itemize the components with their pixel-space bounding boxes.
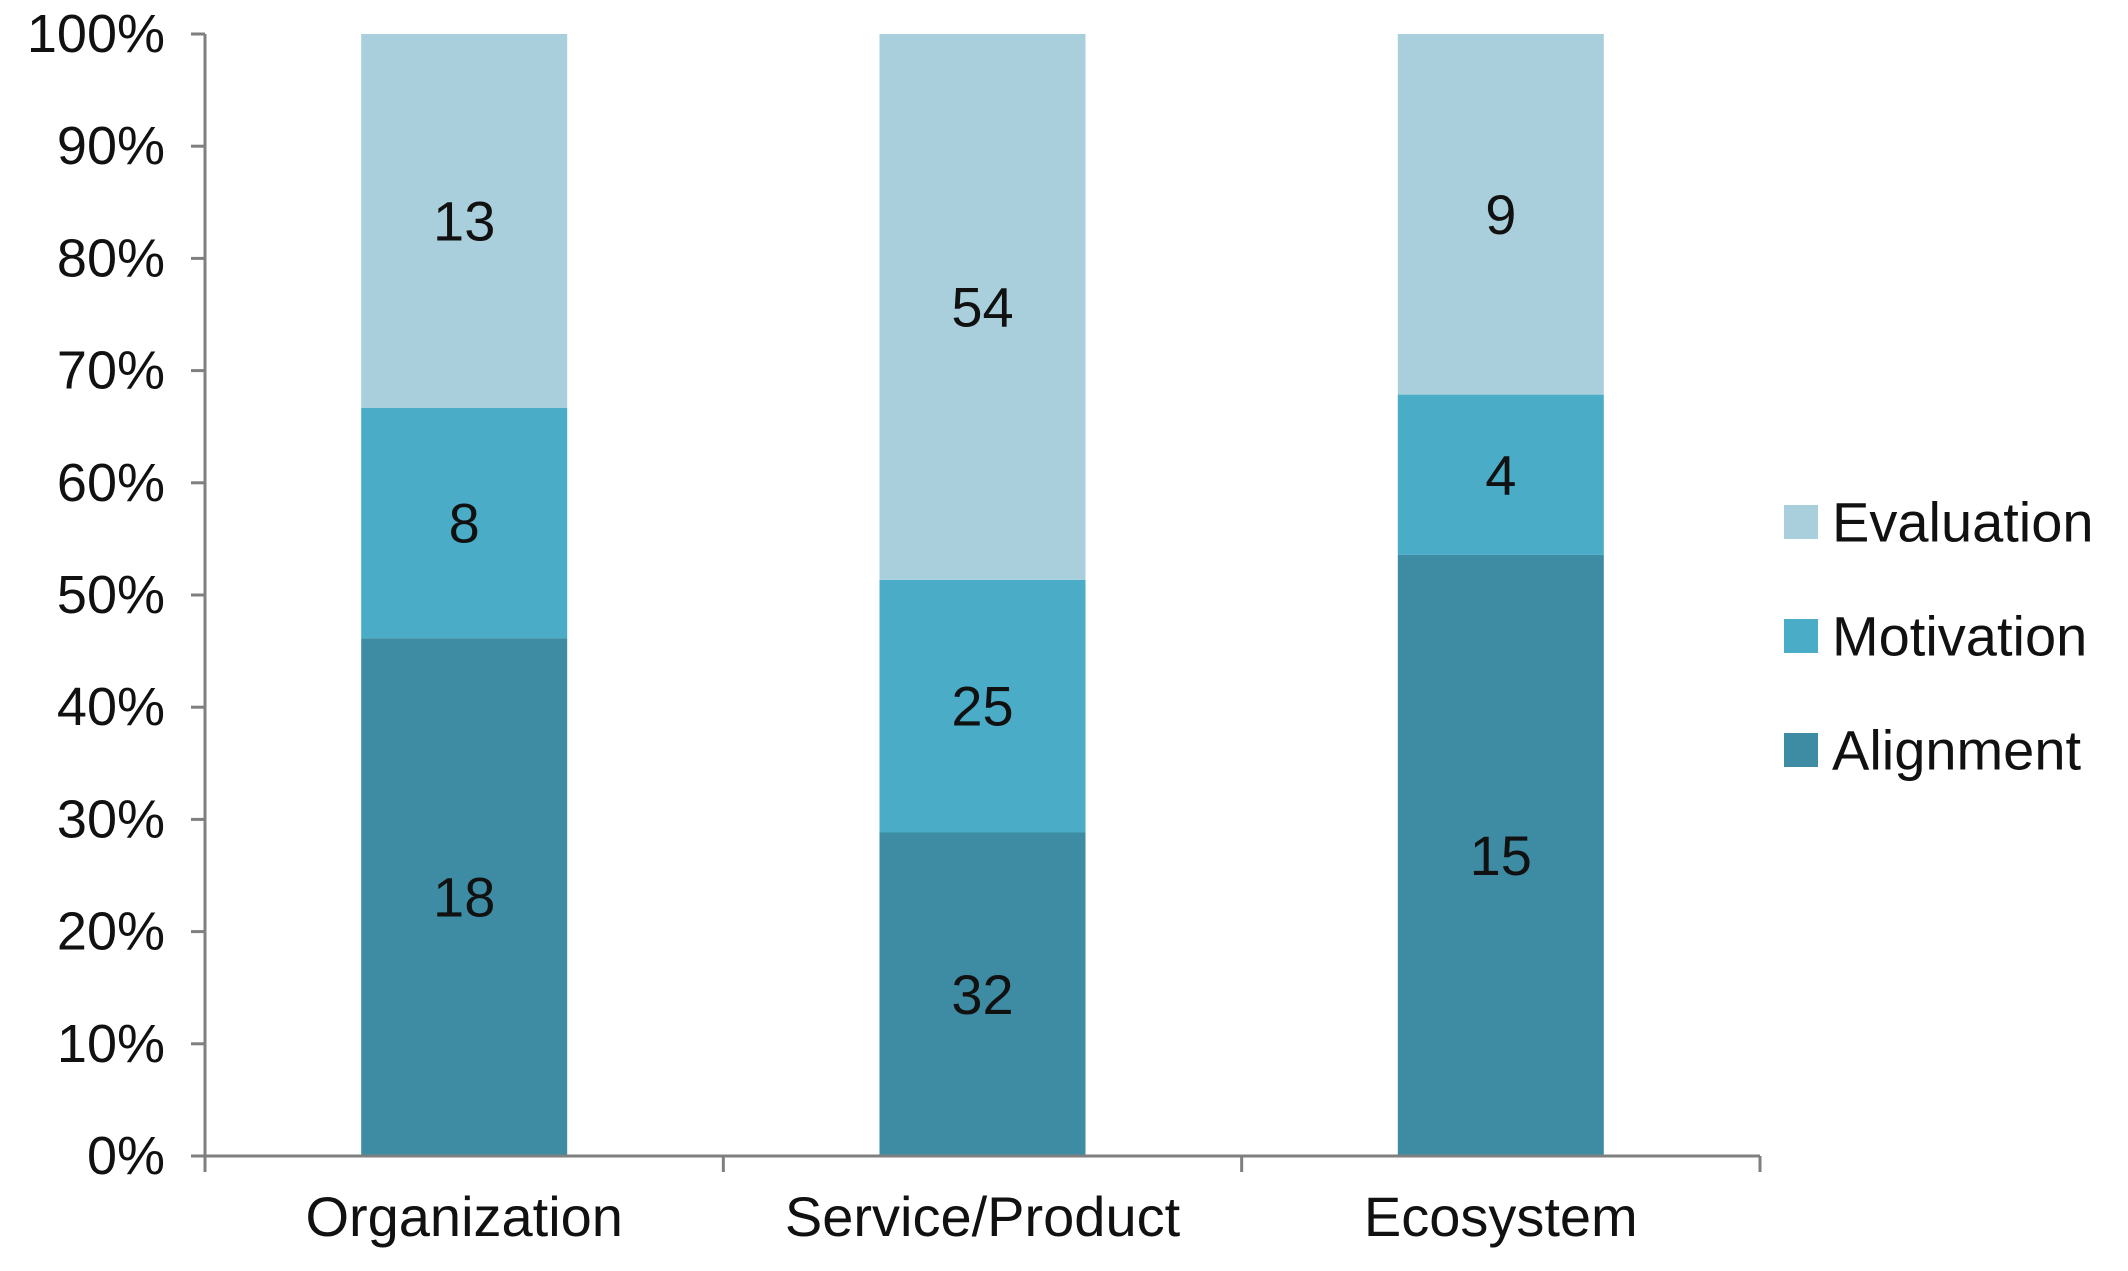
bar-segment-evaluation-1 [361, 34, 568, 408]
legend-label-evaluation: Evaluation [1832, 491, 2094, 554]
y-tick-label: 30% [57, 789, 165, 849]
legend-swatch-evaluation [1784, 505, 1818, 539]
data-label-evaluation-1: 13 [433, 190, 495, 253]
legend-swatch-motivation [1784, 619, 1818, 653]
y-tick-label: 20% [57, 902, 165, 962]
data-label-evaluation-3: 9 [1485, 183, 1516, 246]
y-tick-label: 70% [57, 341, 165, 401]
value-labels-layer: 18 8 13 32 25 54 15 4 9 [433, 183, 1532, 1026]
bar-segment-alignment-3 [1397, 554, 1604, 1156]
legend-label-motivation: Motivation [1832, 605, 2087, 668]
bar-segment-evaluation-3 [1397, 34, 1604, 395]
legend-label-alignment: Alignment [1832, 719, 2081, 782]
y-tick-label: 80% [57, 228, 165, 288]
legend-swatch-alignment [1784, 733, 1818, 767]
data-label-motivation-1: 8 [449, 492, 480, 555]
data-label-motivation-3: 4 [1485, 443, 1516, 506]
y-tick-label: 90% [57, 116, 165, 176]
x-tick-label: Service/Product [785, 1185, 1181, 1248]
data-label-evaluation-2: 54 [951, 275, 1013, 338]
data-label-motivation-2: 25 [951, 675, 1013, 738]
y-tick-label: 0% [87, 1126, 165, 1186]
y-tick-label: 10% [57, 1014, 165, 1074]
y-tick-label: 40% [57, 677, 165, 737]
y-tick-label: 50% [57, 565, 165, 625]
data-label-alignment-3: 15 [1470, 824, 1532, 887]
bar-segment-alignment-1 [361, 638, 568, 1156]
x-tick-label: Ecosystem [1364, 1185, 1638, 1248]
bar-segment-motivation-2 [879, 579, 1086, 833]
x-tick-labels-layer: Organization Service/Product Ecosystem [305, 1185, 1637, 1248]
y-tick-labels-layer: 0% 10% 20% 30% 40% 50% 60% 70% 80% 90% 100% [27, 4, 165, 1186]
bars-layer [361, 34, 1604, 1156]
y-tick-label: 100% [27, 4, 165, 64]
axes-layer [191, 32, 1762, 1172]
bar-segment-evaluation-2 [879, 34, 1086, 580]
y-tick-label: 60% [57, 453, 165, 513]
data-label-alignment-2: 32 [951, 963, 1013, 1026]
bar-segment-motivation-1 [361, 408, 568, 639]
legend: Evaluation Motivation Alignment [1784, 491, 2094, 782]
bar-segment-motivation-3 [1397, 394, 1604, 555]
x-tick-label: Organization [305, 1185, 623, 1248]
bar-segment-alignment-2 [879, 832, 1086, 1156]
data-label-alignment-1: 18 [433, 866, 495, 929]
